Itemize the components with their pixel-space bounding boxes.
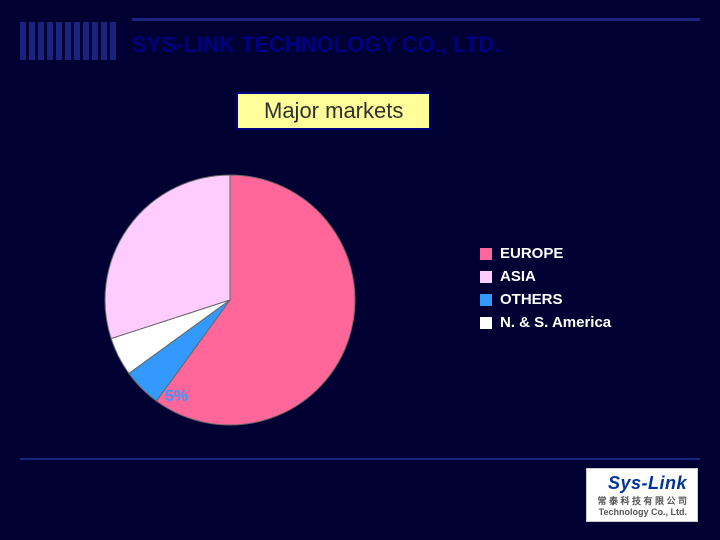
legend-item: EUROPE bbox=[480, 245, 611, 262]
legend-item: ASIA bbox=[480, 268, 611, 285]
legend-swatch bbox=[480, 271, 492, 283]
logo-main-text: Sys-Link bbox=[597, 473, 687, 494]
company-logo: Sys-Link 常 泰 科 技 有 限 公 司 Technology Co.,… bbox=[586, 468, 698, 522]
legend-label: OTHERS bbox=[500, 291, 563, 308]
legend-label: EUROPE bbox=[500, 245, 563, 262]
legend-item: N. & S. America bbox=[480, 314, 611, 331]
slice-percent-label: 5% bbox=[165, 388, 188, 406]
legend-swatch bbox=[480, 248, 492, 260]
legend-swatch bbox=[480, 294, 492, 306]
pie-chart: 60% 30% 5% 5% bbox=[100, 170, 360, 430]
decorative-bars bbox=[20, 22, 116, 60]
company-title: SYS-LINK TECHNOLOGY CO., LTD. bbox=[132, 32, 500, 58]
legend: EUROPE ASIA OTHERS N. & S. America bbox=[480, 245, 611, 331]
subtitle-box: Major markets bbox=[236, 92, 431, 130]
footer-line bbox=[20, 458, 700, 460]
slice-percent-label: 60% bbox=[300, 332, 332, 350]
logo-sub-text: Technology Co., Ltd. bbox=[597, 507, 687, 517]
legend-item: OTHERS bbox=[480, 291, 611, 308]
legend-label: ASIA bbox=[500, 268, 536, 285]
header-line bbox=[132, 18, 700, 21]
logo-cjk-text: 常 泰 科 技 有 限 公 司 bbox=[597, 494, 687, 507]
slice-percent-label: 5% bbox=[126, 338, 149, 356]
pie-svg bbox=[100, 170, 360, 430]
legend-swatch bbox=[480, 317, 492, 329]
legend-label: N. & S. America bbox=[500, 314, 611, 331]
slice-percent-label: 30% bbox=[150, 222, 182, 240]
